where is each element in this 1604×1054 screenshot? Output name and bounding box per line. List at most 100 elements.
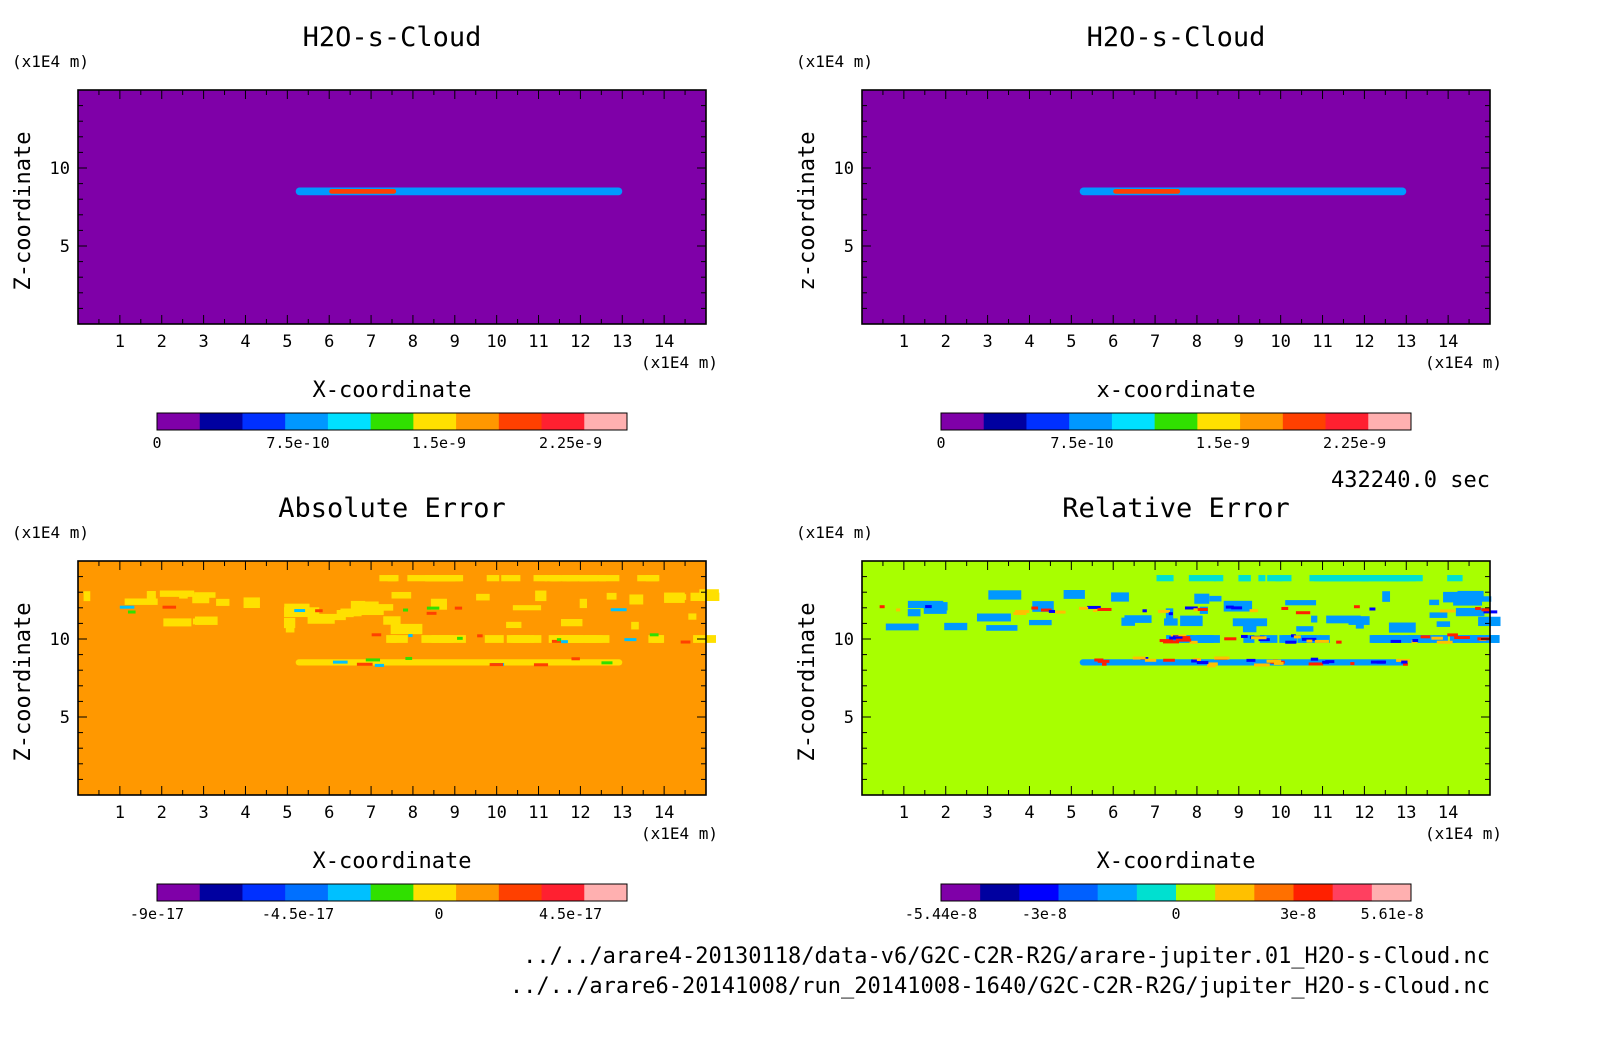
colorbar: 0 7.5e-10 1.5e-9 2.25e-9 [152, 412, 628, 452]
colorbar-tick-label: 4.5e-17 [539, 905, 602, 923]
x-tick-label: 13 [1396, 332, 1416, 352]
data-speckle [1390, 639, 1402, 643]
colorbar-swatch [370, 413, 414, 430]
data-patch [430, 598, 447, 610]
x-tick-label: 1 [115, 803, 125, 823]
colorbar-tick-label: -9e-17 [130, 905, 184, 923]
colorbar-swatch [456, 413, 500, 430]
y-unit-label: (x1E4 m) [796, 52, 873, 71]
data-patch [598, 575, 607, 582]
colorbar-swatch [1240, 413, 1284, 430]
x-tick-label: 9 [450, 332, 460, 352]
colorbar-swatch [327, 413, 372, 430]
data-speckle [1014, 610, 1030, 614]
data-patch [391, 591, 412, 599]
colorbar-frame [940, 412, 1412, 431]
data-patch [512, 605, 542, 611]
data-speckle [365, 658, 381, 662]
data-speckle [610, 608, 627, 612]
x-tick-label: 4 [1024, 803, 1034, 823]
data-patch [387, 575, 399, 582]
data-patch [1188, 575, 1217, 582]
data-patch [407, 575, 431, 582]
data-patch [1460, 635, 1484, 643]
data-speckle [1013, 611, 1027, 615]
data-patch [1164, 618, 1178, 626]
data-speckle [1350, 662, 1355, 666]
x-tick-label: 7 [1150, 332, 1160, 352]
data-speckle [1055, 610, 1066, 614]
x-tick-label: 1 [115, 332, 125, 352]
data-speckle [1403, 662, 1408, 666]
data-speckle [408, 634, 413, 638]
data-patch [431, 635, 449, 643]
data-speckle [551, 639, 562, 643]
x-unit-label: (x1E4 m) [641, 824, 718, 843]
x-tick-label: 8 [408, 332, 418, 352]
data-speckle [1246, 658, 1256, 662]
colorbar-tick-label: -3e-8 [1022, 905, 1067, 923]
data-speckle [1241, 634, 1248, 638]
data-speckle [601, 661, 613, 665]
x-tick-label: 8 [1192, 803, 1202, 823]
colorbar-tick-label: 3e-8 [1280, 905, 1316, 923]
data-patch [535, 590, 547, 602]
data-patch [1404, 635, 1415, 643]
data-patch [159, 590, 195, 597]
data-speckle [1207, 664, 1216, 668]
data-speckle [1097, 607, 1112, 611]
colorbar-swatch [199, 413, 243, 430]
plot-background [862, 561, 1490, 795]
data-patch [354, 607, 384, 616]
colorbar-frame [156, 883, 628, 902]
x-tick-label: 7 [366, 332, 376, 352]
data-patch [944, 622, 968, 631]
data-patch [429, 575, 452, 582]
x-tick-label: 3 [982, 332, 992, 352]
data-patch [594, 575, 620, 582]
colorbar-tick-label: -4.5e-17 [262, 905, 334, 923]
chart-title: Relative Error [1062, 493, 1290, 524]
data-speckle [1291, 634, 1296, 638]
data-speckle [1431, 636, 1443, 640]
plot-background [862, 90, 1490, 324]
data-patch [591, 635, 610, 643]
colorbar-swatch [498, 413, 543, 430]
colorbar-tick-label: 5.61e-8 [1361, 905, 1424, 923]
data-speckle [1369, 607, 1376, 611]
y-axis-label: Z-coordinate [11, 132, 36, 291]
x-tick-label: 3 [198, 803, 208, 823]
data-patch [1391, 635, 1406, 643]
x-tick-label: 5 [1066, 803, 1076, 823]
x-tick-label: 8 [408, 803, 418, 823]
y-axis-label: Z-coordinate [11, 603, 36, 762]
colorbar-swatch [541, 413, 585, 430]
data-speckle [1031, 606, 1039, 610]
data-speckle [1163, 658, 1175, 662]
data-speckle [1281, 606, 1289, 610]
data-speckle [1214, 656, 1230, 660]
data-band [1113, 189, 1181, 194]
data-patch [668, 594, 687, 600]
plot-background [78, 561, 706, 795]
colorbar-swatch [980, 884, 1020, 901]
colorbar-swatch [157, 413, 201, 430]
data-patch [442, 575, 464, 582]
colorbar-swatch [1176, 884, 1216, 901]
data-speckle [1301, 637, 1317, 641]
data-speckle [1184, 606, 1198, 610]
data-patch [486, 575, 500, 582]
data-patch [386, 635, 408, 643]
colorbar-swatch [370, 884, 414, 901]
data-speckle [1353, 605, 1360, 609]
colorbar-swatch [1111, 413, 1156, 430]
data-speckle [1454, 636, 1470, 640]
y-tick-label: 10 [50, 159, 70, 179]
data-speckle [1475, 606, 1481, 610]
data-speckle [1376, 660, 1386, 664]
data-patch [579, 598, 587, 609]
y-unit-label: (x1E4 m) [12, 523, 89, 542]
data-speckle [1170, 634, 1187, 638]
data-speckle [294, 609, 306, 613]
